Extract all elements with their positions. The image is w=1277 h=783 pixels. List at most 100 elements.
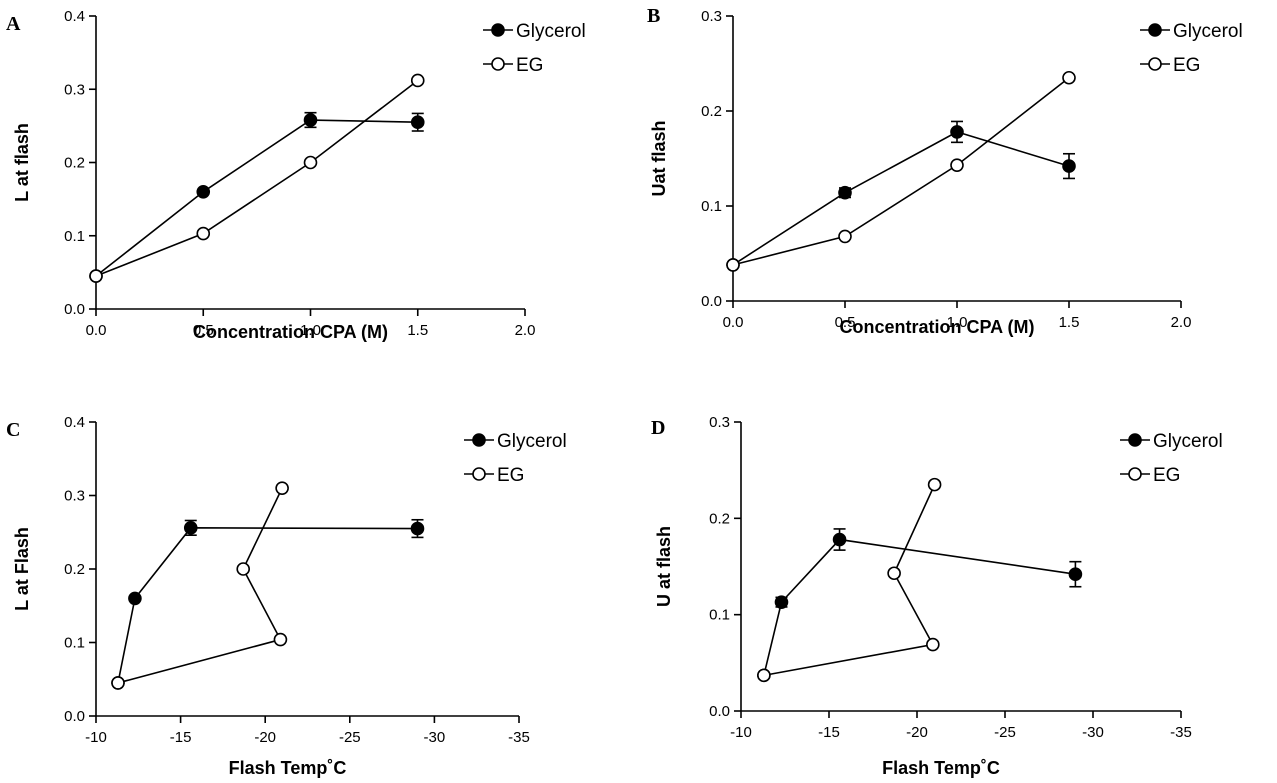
- legend-label: Glycerol: [1153, 431, 1223, 452]
- series-glycerol: [726, 120, 1076, 272]
- data-point: [726, 258, 740, 272]
- series-eg: [89, 73, 425, 283]
- y-tick-label: 0.0: [701, 293, 722, 310]
- x-tick-label: -10: [730, 724, 752, 741]
- chart-panel-a: A 0.0 0.5 1.0 1.5 2.0 0.0 0.1 0.2 0.3 0.4 Concentra…: [6, 8, 586, 342]
- panel-letter: A: [6, 13, 21, 35]
- legend-marker: [1128, 433, 1142, 447]
- legend-entry: EG: [1120, 465, 1180, 486]
- x-tick-label: -25: [339, 729, 361, 746]
- data-point: [950, 158, 964, 172]
- x-tick-label: -20: [906, 724, 928, 741]
- data-point: [303, 155, 318, 170]
- y-tick-label: 0.1: [64, 228, 85, 245]
- data-point: [927, 477, 942, 492]
- legend-label: Glycerol: [516, 21, 586, 42]
- x-axis-title: Flash Temp˚C: [882, 758, 1000, 778]
- series-line: [763, 538, 1076, 676]
- y-tick-label: 0.3: [64, 488, 85, 505]
- data-point: [273, 632, 288, 647]
- series-line: [732, 77, 1070, 266]
- legend-label: EG: [497, 465, 524, 486]
- y-tick-label: 0.2: [64, 561, 85, 578]
- data-point: [757, 668, 771, 683]
- data-point: [950, 125, 964, 139]
- series-eg: [111, 481, 289, 690]
- legend-label: EG: [1153, 465, 1180, 486]
- legend-marker: [491, 23, 505, 37]
- y-tick-label: 0.3: [64, 81, 85, 98]
- x-tick-label: 1.0: [300, 322, 321, 339]
- series-line: [117, 527, 418, 684]
- legend-label: EG: [1173, 55, 1200, 76]
- legend-marker: [491, 57, 505, 71]
- series-glycerol: [757, 528, 1083, 683]
- data-point: [838, 185, 852, 200]
- x-tick-label: -10: [85, 729, 107, 746]
- series-line: [117, 487, 283, 684]
- data-point: [236, 562, 251, 576]
- y-tick-label: 0.2: [701, 103, 722, 120]
- x-tick-label: -35: [1170, 724, 1192, 741]
- x-axis-title: Concentration CPA (M): [193, 322, 388, 342]
- y-axis-title: L at Flash: [12, 527, 32, 611]
- x-tick-label: -25: [994, 724, 1016, 741]
- x-tick-label: 1.5: [1059, 314, 1080, 331]
- y-axis-title: Uat flash: [649, 120, 669, 196]
- y-axis-title: L at flash: [12, 123, 32, 202]
- legend-entry: Glycerol: [483, 21, 586, 42]
- chart-panel-c: C -10 -15 -20 -25 -30 -35 0.0 0.1 0.2 0.3 0.4 Flash …: [6, 414, 567, 778]
- x-tick-label: 1.5: [407, 322, 428, 339]
- data-point: [410, 521, 425, 536]
- legend-marker: [1128, 467, 1142, 481]
- data-point: [838, 229, 852, 244]
- x-tick-label: 2.0: [515, 322, 536, 339]
- data-point: [410, 73, 425, 88]
- data-point: [128, 591, 142, 606]
- x-tick-label: 1.0: [947, 314, 968, 331]
- legend-marker: [1148, 57, 1162, 71]
- data-point: [275, 481, 289, 495]
- legend-entry: Glycerol: [1140, 21, 1243, 42]
- x-tick-label: -30: [424, 729, 446, 746]
- x-tick-label: -35: [508, 729, 530, 746]
- data-point: [774, 595, 789, 609]
- x-tick-label: -20: [254, 729, 276, 746]
- chart-panel-d: D -10 -15 -20 -25 -30 -35 0.0 0.1 0.2 0.3 Flash Tem…: [651, 414, 1223, 778]
- data-point: [303, 113, 318, 127]
- x-tick-label: 0.5: [193, 322, 214, 339]
- series-glycerol: [111, 518, 425, 690]
- legend-entry: EG: [483, 55, 543, 76]
- data-point: [196, 185, 211, 199]
- x-tick-label: -15: [170, 729, 192, 746]
- series-line: [763, 484, 936, 677]
- series-eg: [726, 70, 1076, 272]
- legend-marker: [1148, 23, 1162, 37]
- y-tick-label: 0.1: [64, 635, 85, 652]
- data-point: [410, 115, 425, 130]
- data-point: [111, 676, 125, 690]
- series-line: [732, 131, 1070, 266]
- legend-label: EG: [516, 55, 543, 76]
- x-tick-label: 0.5: [835, 314, 856, 331]
- y-tick-label: 0.1: [709, 607, 730, 624]
- y-tick-label: 0.1: [701, 198, 722, 215]
- x-tick-label: 0.0: [86, 322, 107, 339]
- panel-letter: B: [647, 5, 660, 27]
- y-tick-label: 0.4: [64, 414, 85, 431]
- y-tick-label: 0.2: [64, 155, 85, 172]
- data-point: [1062, 70, 1076, 85]
- x-tick-label: 0.0: [723, 314, 744, 331]
- y-tick-label: 0.3: [701, 8, 722, 25]
- data-point: [196, 226, 211, 241]
- legend-entry: Glycerol: [464, 431, 567, 452]
- y-tick-label: 0.3: [709, 414, 730, 431]
- data-point: [183, 521, 198, 535]
- legend-entry: Glycerol: [1120, 431, 1223, 452]
- legend-label: Glycerol: [497, 431, 567, 452]
- y-axis-title: U at flash: [654, 526, 674, 607]
- y-tick-label: 0.2: [709, 510, 730, 527]
- data-point: [1062, 159, 1076, 173]
- data-point: [926, 637, 940, 652]
- legend-marker: [472, 467, 486, 481]
